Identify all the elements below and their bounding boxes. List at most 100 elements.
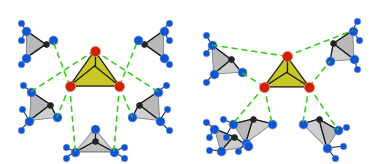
Point — [91, 127, 98, 130]
Polygon shape — [26, 31, 46, 58]
Polygon shape — [70, 51, 119, 86]
Point — [206, 148, 212, 151]
Point — [354, 68, 360, 71]
Point — [316, 118, 322, 120]
Point — [243, 142, 249, 144]
Point — [250, 118, 256, 120]
Point — [340, 145, 346, 148]
Polygon shape — [70, 51, 94, 86]
Point — [67, 85, 73, 87]
Polygon shape — [246, 119, 272, 143]
Point — [135, 39, 141, 41]
Point — [47, 103, 53, 106]
Point — [121, 146, 127, 148]
Point — [43, 43, 49, 46]
Point — [156, 119, 163, 122]
Polygon shape — [221, 137, 248, 151]
Point — [91, 49, 98, 52]
Point — [72, 151, 78, 153]
Point — [239, 71, 245, 74]
Polygon shape — [29, 104, 57, 121]
Polygon shape — [214, 129, 234, 151]
Point — [203, 52, 209, 54]
Polygon shape — [214, 60, 242, 74]
Point — [116, 85, 122, 87]
Polygon shape — [233, 119, 253, 143]
Point — [228, 58, 234, 61]
Point — [161, 57, 167, 59]
Point — [330, 42, 336, 45]
Point — [218, 150, 224, 152]
Polygon shape — [70, 66, 119, 86]
Polygon shape — [287, 56, 309, 87]
Point — [284, 55, 290, 58]
Point — [211, 127, 217, 130]
Point — [203, 34, 209, 37]
Polygon shape — [75, 129, 114, 152]
Polygon shape — [75, 142, 114, 152]
Point — [356, 39, 362, 41]
Point — [332, 156, 338, 159]
Point — [206, 135, 212, 138]
Polygon shape — [94, 51, 119, 86]
Polygon shape — [264, 56, 309, 87]
Point — [231, 135, 237, 138]
Polygon shape — [138, 40, 164, 58]
Point — [26, 119, 33, 122]
Point — [28, 90, 34, 93]
Point — [166, 21, 172, 24]
Polygon shape — [303, 119, 327, 148]
Point — [220, 118, 226, 120]
Point — [350, 29, 356, 32]
Point — [129, 116, 135, 119]
Point — [20, 84, 26, 87]
Polygon shape — [139, 92, 160, 121]
Point — [235, 150, 242, 152]
Point — [18, 129, 24, 132]
Point — [327, 60, 333, 62]
Point — [50, 39, 56, 41]
Point — [155, 90, 161, 93]
Polygon shape — [333, 31, 354, 60]
Polygon shape — [144, 31, 164, 58]
Point — [63, 156, 69, 159]
Point — [261, 85, 267, 88]
Point — [63, 146, 69, 148]
Point — [161, 29, 167, 32]
Point — [203, 121, 209, 123]
Polygon shape — [29, 92, 50, 121]
Point — [18, 39, 24, 41]
Point — [18, 63, 24, 66]
Polygon shape — [132, 104, 160, 121]
Point — [54, 116, 60, 119]
Point — [335, 129, 341, 132]
Point — [166, 39, 172, 41]
Point — [223, 135, 229, 138]
Point — [211, 73, 217, 75]
Point — [136, 103, 142, 106]
Point — [324, 147, 330, 149]
Polygon shape — [319, 119, 338, 148]
Polygon shape — [26, 40, 53, 58]
Point — [166, 129, 172, 132]
Point — [209, 44, 215, 46]
Polygon shape — [264, 56, 287, 87]
Polygon shape — [264, 72, 309, 87]
Point — [163, 84, 169, 87]
Point — [19, 108, 25, 111]
Point — [230, 123, 236, 125]
Point — [343, 126, 349, 128]
Point — [306, 85, 312, 88]
Point — [18, 21, 24, 24]
Point — [141, 43, 147, 46]
Point — [203, 81, 209, 83]
Point — [23, 29, 29, 32]
Point — [269, 123, 275, 125]
Polygon shape — [212, 45, 231, 74]
Point — [164, 108, 170, 111]
Point — [354, 20, 360, 22]
Point — [300, 123, 306, 125]
Point — [351, 58, 357, 61]
Point — [245, 145, 251, 148]
Point — [166, 63, 172, 66]
